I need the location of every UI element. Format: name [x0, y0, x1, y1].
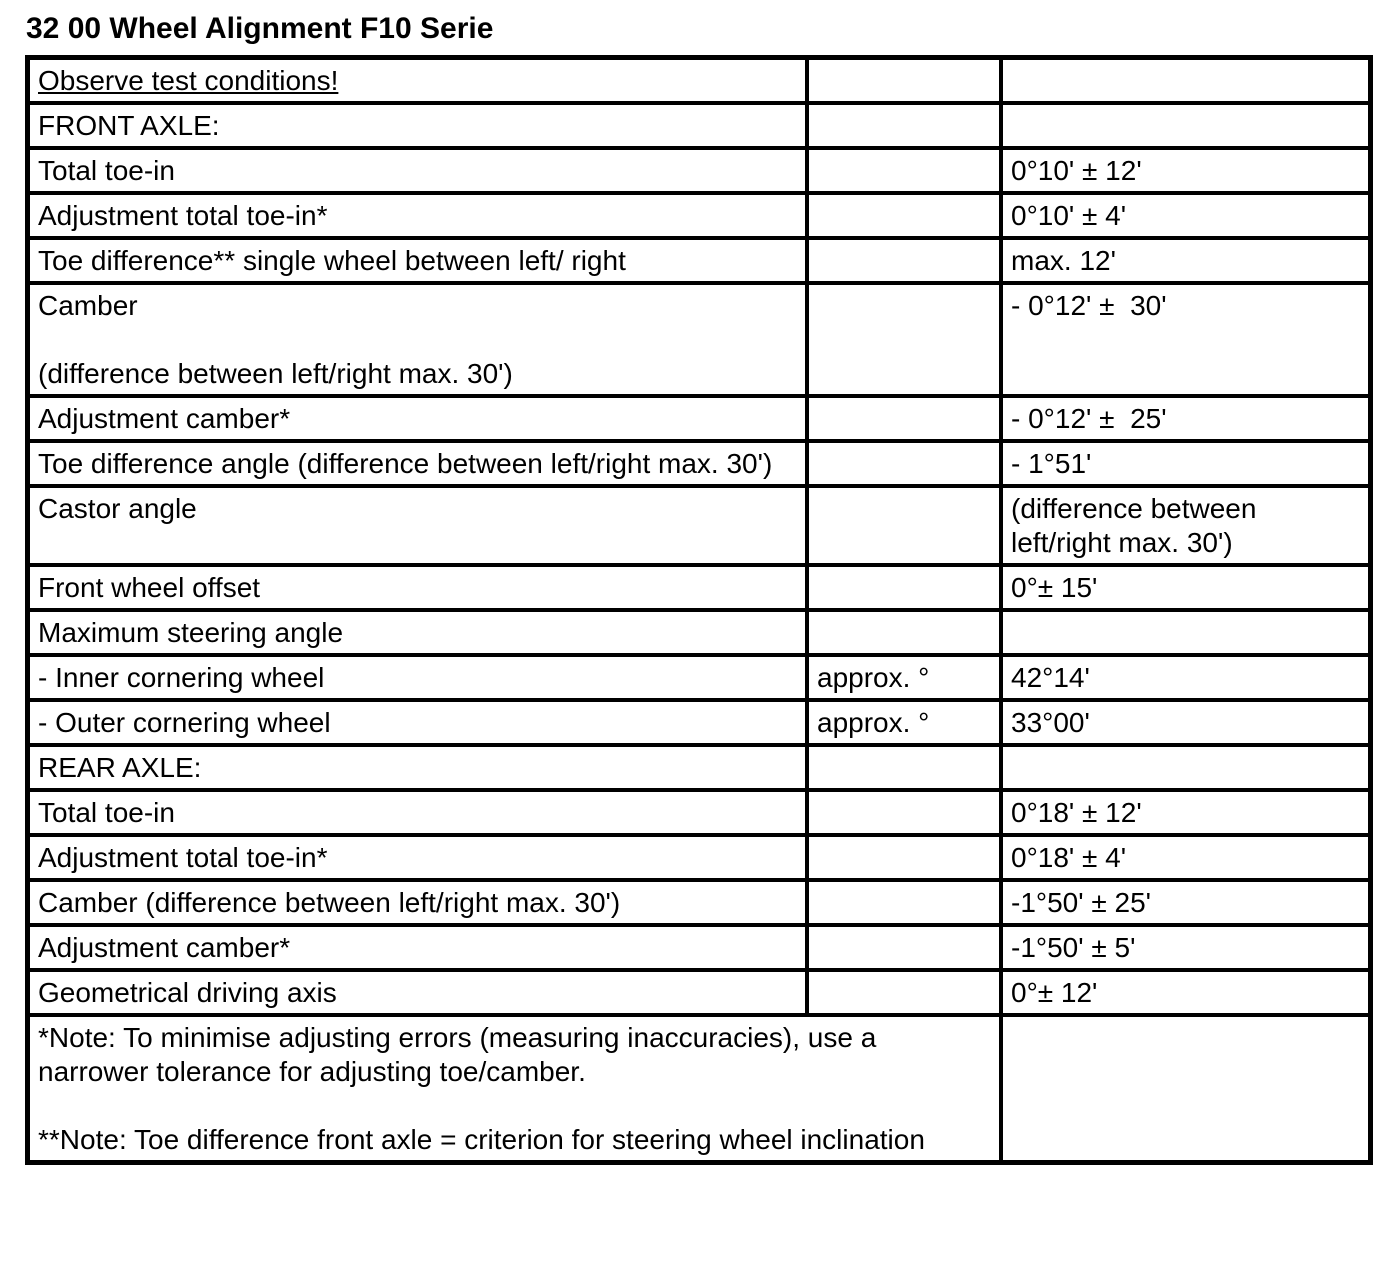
table-row: Total toe-in 0°10' ± 12'	[25, 146, 1373, 195]
spec-label: REAR AXLE:	[25, 743, 809, 792]
spec-unit	[805, 236, 1003, 285]
note-text: **Note: Toe difference front axle = crit…	[38, 1124, 925, 1155]
table-row: Adjustment total toe-in* 0°10' ± 4'	[25, 191, 1373, 240]
spec-unit	[805, 55, 1003, 105]
table-row: Toe difference** single wheel between le…	[25, 236, 1373, 285]
spec-label: Adjustment camber*	[25, 394, 809, 443]
spec-unit	[805, 788, 1003, 837]
spec-unit: approx. °	[805, 698, 1003, 747]
spec-value: 42°14'	[999, 653, 1373, 702]
spec-value	[999, 101, 1373, 150]
table-row: Camber (difference between left/right ma…	[25, 878, 1373, 927]
spec-value: -1°50' ± 5'	[999, 923, 1373, 972]
spec-value: 0°18' ± 12'	[999, 788, 1373, 837]
spec-value	[999, 608, 1373, 657]
spec-value: 0°10' ± 4'	[999, 191, 1373, 240]
spec-label: Total toe-in	[25, 788, 809, 837]
spec-unit	[805, 281, 1003, 398]
spec-value: 0°± 15'	[999, 563, 1373, 612]
spec-value: - 1°51'	[999, 439, 1373, 488]
spec-label: - Outer cornering wheel	[25, 698, 809, 747]
table-row: Camber (difference between left/right ma…	[25, 281, 1373, 398]
table-row: Total toe-in 0°18' ± 12'	[25, 788, 1373, 837]
spec-value: (difference between left/right max. 30')	[999, 484, 1373, 567]
table-row: FRONT AXLE:	[25, 101, 1373, 150]
notes-value-cell	[999, 1013, 1373, 1165]
table-row: - Outer cornering wheel approx. ° 33°00'	[25, 698, 1373, 747]
spec-label: Toe difference angle (difference between…	[25, 439, 809, 488]
spec-value: 0°± 12'	[999, 968, 1373, 1017]
spec-unit	[805, 484, 1003, 567]
spec-table-body: Observe test conditions! FRONT AXLE: Total…	[25, 55, 1373, 1165]
spec-label: Maximum steering angle	[25, 608, 809, 657]
table-row: Castor angle (difference between left/rig…	[25, 484, 1373, 567]
table-row: Observe test conditions!	[25, 55, 1373, 105]
spec-label: Observe test conditions!	[25, 55, 809, 105]
table-row: Adjustment camber* - 0°12' ± 25'	[25, 394, 1373, 443]
spec-unit: approx. °	[805, 653, 1003, 702]
spec-label: Adjustment total toe-in*	[25, 191, 809, 240]
spec-unit	[805, 878, 1003, 927]
spec-label: Toe difference** single wheel between le…	[25, 236, 809, 285]
spec-value: - 0°12' ± 25'	[999, 394, 1373, 443]
table-row: Adjustment total toe-in* 0°18' ± 4'	[25, 833, 1373, 882]
table-row: Adjustment camber* -1°50' ± 5'	[25, 923, 1373, 972]
spec-label: - Inner cornering wheel	[25, 653, 809, 702]
spec-unit	[805, 833, 1003, 882]
spec-label: Camber (difference between left/right ma…	[25, 281, 809, 398]
spec-value: 0°10' ± 12'	[999, 146, 1373, 195]
table-row: Geometrical driving axis 0°± 12'	[25, 968, 1373, 1017]
spec-value: 0°18' ± 4'	[999, 833, 1373, 882]
spec-unit	[805, 146, 1003, 195]
spec-unit	[805, 191, 1003, 240]
table-row: REAR AXLE:	[25, 743, 1373, 792]
spec-label: Adjustment camber*	[25, 923, 809, 972]
spec-unit	[805, 101, 1003, 150]
spec-value	[999, 55, 1373, 105]
spec-unit	[805, 394, 1003, 443]
spec-unit	[805, 608, 1003, 657]
spec-value	[999, 743, 1373, 792]
spec-value: 33°00'	[999, 698, 1373, 747]
spec-unit	[805, 743, 1003, 792]
notes-cell: *Note: To minimise adjusting errors (mea…	[25, 1013, 1003, 1165]
notes-row: *Note: To minimise adjusting errors (mea…	[25, 1013, 1373, 1165]
spec-unit	[805, 439, 1003, 488]
spec-label: Geometrical driving axis	[25, 968, 809, 1017]
note-text: *Note: To minimise adjusting errors (mea…	[38, 1022, 885, 1087]
spec-label: FRONT AXLE:	[25, 101, 809, 150]
spec-label: Total toe-in	[25, 146, 809, 195]
table-row: Maximum steering angle	[25, 608, 1373, 657]
spec-value: - 0°12' ± 30'	[999, 281, 1373, 398]
spec-unit	[805, 923, 1003, 972]
spec-value: max. 12'	[999, 236, 1373, 285]
spec-label: Front wheel offset	[25, 563, 809, 612]
spec-value: -1°50' ± 25'	[999, 878, 1373, 927]
table-row: Toe difference angle (difference between…	[25, 439, 1373, 488]
spec-label: Castor angle	[25, 484, 809, 567]
spec-unit	[805, 968, 1003, 1017]
wheel-alignment-spec-table: Observe test conditions! FRONT AXLE: Total…	[25, 55, 1373, 1165]
page-title: 32 00 Wheel Alignment F10 Serie	[26, 12, 494, 45]
spec-label: Adjustment total toe-in*	[25, 833, 809, 882]
spec-unit	[805, 563, 1003, 612]
table-row: - Inner cornering wheel approx. ° 42°14'	[25, 653, 1373, 702]
spec-label: Camber (difference between left/right ma…	[25, 878, 809, 927]
table-row: Front wheel offset 0°± 15'	[25, 563, 1373, 612]
